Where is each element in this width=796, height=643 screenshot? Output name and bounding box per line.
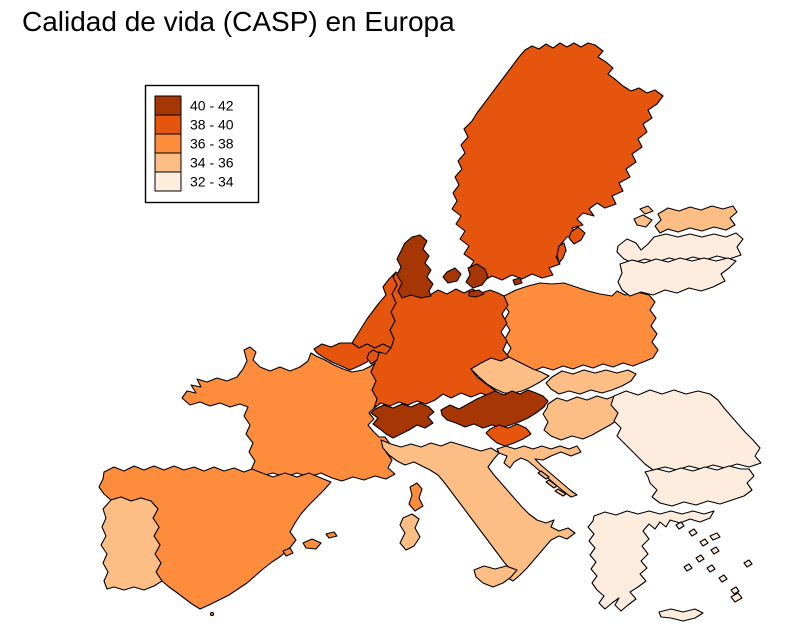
country-switzerland <box>370 402 435 439</box>
legend-swatch-36-38 <box>154 133 182 154</box>
bulgaria-mainland <box>644 465 755 507</box>
aegean-island <box>710 546 720 555</box>
switzerland-mainland <box>370 402 435 439</box>
aegean-island <box>675 521 685 530</box>
country-estonia <box>633 205 738 234</box>
luxembourg-mainland <box>366 349 380 365</box>
estonia-mainland <box>654 205 738 234</box>
aegean-island <box>699 538 709 547</box>
aegean-island <box>706 564 716 573</box>
dalmatian-island <box>554 488 567 497</box>
aegean-island <box>730 586 740 595</box>
saaremaa-island <box>633 214 653 228</box>
legend-swatch-40-42 <box>154 95 182 116</box>
country-lithuania <box>617 257 737 297</box>
aegean-island <box>709 532 721 541</box>
country-poland <box>502 282 659 372</box>
aegean-island <box>695 554 705 563</box>
belgium-mainland <box>313 342 392 371</box>
plot-title: Calidad de vida (CASP) en Europa <box>22 6 455 37</box>
country-czechia <box>470 356 550 394</box>
country-greece <box>587 510 753 622</box>
country-denmark <box>396 234 523 299</box>
jutland-peninsula <box>396 234 434 299</box>
country-netherlands <box>351 271 398 349</box>
corsica-island <box>408 482 424 512</box>
oland-island <box>556 242 567 264</box>
sicily-island <box>473 565 518 588</box>
slovakia-mainland <box>545 369 637 395</box>
legend-label-34-36: 34 - 36 <box>190 155 234 171</box>
netherlands-mainland <box>351 271 398 349</box>
romania-mainland <box>610 389 762 471</box>
aegean-island <box>688 528 698 537</box>
country-portugal <box>100 496 163 591</box>
legend-label-36-38: 36 - 38 <box>190 136 234 152</box>
france-mainland <box>181 346 396 482</box>
legend-label-38-40: 38 - 40 <box>190 117 234 133</box>
legend-swatch-34-36 <box>154 152 182 173</box>
legend-swatch-38-40 <box>154 114 182 135</box>
funen-island <box>442 267 462 284</box>
map-countries <box>98 42 762 622</box>
slovenia-mainland <box>485 423 532 447</box>
gotland-island <box>568 226 586 245</box>
country-slovenia <box>485 423 532 447</box>
zealand-island <box>465 263 489 289</box>
legend: 40 - 42 38 - 40 36 - 38 34 - 36 32 - 34 <box>144 84 260 204</box>
sardinia-island <box>399 513 421 551</box>
country-italy <box>380 439 576 588</box>
country-bulgaria <box>644 465 755 507</box>
bornholm-island <box>512 277 523 286</box>
gibraltar-dot <box>209 611 215 617</box>
legend-label-32-34: 32 - 34 <box>190 174 234 190</box>
country-romania <box>610 389 762 471</box>
country-luxembourg <box>366 349 380 365</box>
czechia-mainland <box>470 356 550 394</box>
country-belgium <box>313 342 392 371</box>
rhodes-island <box>730 592 743 603</box>
mallorca-island <box>302 538 322 550</box>
legend-label-40-42: 40 - 42 <box>190 98 234 114</box>
country-austria <box>440 389 549 429</box>
greece-mainland <box>587 510 715 612</box>
lolland-island <box>468 289 485 298</box>
crete-island <box>658 608 704 622</box>
menorca-island <box>325 531 338 539</box>
italy-mainland <box>380 439 576 582</box>
country-croatia <box>496 445 582 498</box>
poland-mainland <box>502 282 659 372</box>
dalmatian-island <box>537 470 550 480</box>
aegean-island <box>718 574 728 583</box>
croatia-mainland <box>496 445 582 498</box>
austria-mainland <box>440 389 549 429</box>
lithuania-mainland <box>617 257 737 297</box>
aegean-island <box>743 559 753 568</box>
hiiumaa-island <box>639 205 654 215</box>
legend-swatch-32-34 <box>154 171 182 192</box>
country-slovakia <box>545 369 637 395</box>
dalmatian-island <box>545 479 558 489</box>
portugal-mainland <box>100 496 163 591</box>
sweden-mainland <box>451 42 664 282</box>
ibiza-island <box>282 547 294 557</box>
country-sweden <box>451 42 664 282</box>
aegean-island <box>683 563 693 572</box>
